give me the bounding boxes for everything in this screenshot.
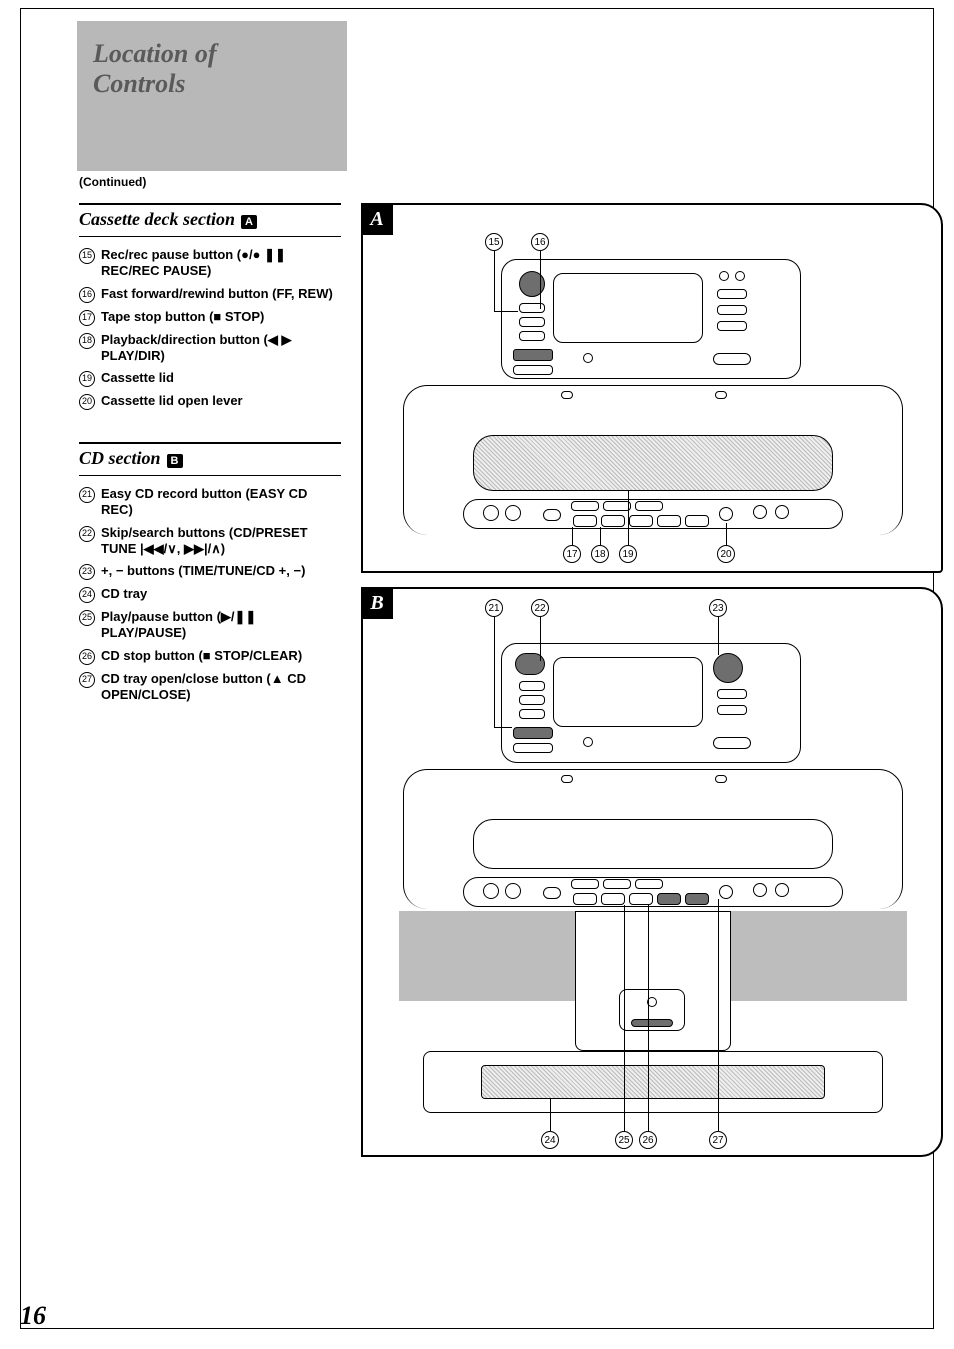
figure-a: A — [361, 203, 943, 573]
callout-num: 27 — [712, 1135, 723, 1146]
item-text: Skip/search buttons (CD/PRESET TUNE |◀◀/… — [101, 525, 341, 558]
callout-21: 21 — [485, 599, 503, 617]
list-item: 15 Rec/rec pause button (●/● ❚❚ REC/REC P… — [79, 247, 341, 280]
section-heading-cd: CD section B — [79, 442, 341, 476]
callout-25: 25 — [615, 1131, 633, 1149]
cassette-item-list: 15 Rec/rec pause button (●/● ❚❚ REC/REC P… — [79, 247, 341, 410]
item-number: 19 — [79, 371, 95, 387]
callout-27: 27 — [709, 1131, 727, 1149]
callout-16: 16 — [531, 233, 549, 251]
left-column: Cassette deck section A 15 Rec/rec pause … — [79, 203, 341, 709]
item-number: 18 — [79, 333, 95, 349]
item-text: CD stop button (■ STOP/CLEAR) — [101, 648, 341, 665]
section-badge-a: A — [241, 215, 257, 229]
item-number: 26 — [79, 649, 95, 665]
callout-20: 20 — [717, 545, 735, 563]
callout-23: 23 — [709, 599, 727, 617]
callout-15: 15 — [485, 233, 503, 251]
title-block: Location of Controls — [77, 21, 347, 171]
item-text: Fast forward/rewind button (FF, REW) — [101, 286, 341, 303]
item-number: 25 — [79, 610, 95, 626]
title-line-2: Controls — [93, 69, 331, 99]
item-text: Rec/rec pause button (●/● ❚❚ REC/REC PAU… — [101, 247, 341, 280]
callout-num: 22 — [534, 603, 545, 614]
item-number: 16 — [79, 287, 95, 303]
device-diagram-b — [363, 589, 941, 1155]
cd-item-list: 21 Easy CD record button (EASY CD REC) 22… — [79, 486, 341, 703]
list-item: 16 Fast forward/rewind button (FF, REW) — [79, 286, 341, 303]
list-item: 21 Easy CD record button (EASY CD REC) — [79, 486, 341, 519]
callout-num: 26 — [642, 1135, 653, 1146]
list-item: 25 Play/pause button (▶/❚❚ PLAY/PAUSE) — [79, 609, 341, 642]
continued-label: (Continued) — [79, 175, 146, 189]
list-item: 24 CD tray — [79, 586, 341, 603]
item-number: 15 — [79, 248, 95, 264]
callout-17: 17 — [563, 545, 581, 563]
callout-22: 22 — [531, 599, 549, 617]
callout-num: 23 — [712, 603, 723, 614]
item-number: 23 — [79, 564, 95, 580]
page-frame: Location of Controls (Continued) Cassett… — [20, 8, 934, 1329]
list-item: 17 Tape stop button (■ STOP) — [79, 309, 341, 326]
item-text: Tape stop button (■ STOP) — [101, 309, 341, 326]
item-number: 20 — [79, 394, 95, 410]
callout-26: 26 — [639, 1131, 657, 1149]
section-heading-text: CD section — [79, 448, 161, 469]
section-heading-text: Cassette deck section — [79, 209, 235, 230]
list-item: 26 CD stop button (■ STOP/CLEAR) — [79, 648, 341, 665]
callout-19: 19 — [619, 545, 637, 563]
item-number: 17 — [79, 310, 95, 326]
list-item: 20 Cassette lid open lever — [79, 393, 341, 410]
section-badge-b: B — [167, 454, 183, 468]
callout-num: 21 — [488, 603, 499, 614]
callout-num: 19 — [622, 549, 633, 560]
item-text: Playback/direction button (◀ ▶ PLAY/DIR) — [101, 332, 341, 365]
item-text: Play/pause button (▶/❚❚ PLAY/PAUSE) — [101, 609, 341, 642]
page-number: 16 — [20, 1301, 46, 1331]
item-text: +, − buttons (TIME/TUNE/CD +, −) — [101, 563, 341, 580]
callout-24: 24 — [541, 1131, 559, 1149]
device-diagram-a — [363, 205, 941, 571]
figure-b: B — [361, 587, 943, 1157]
callout-num: 25 — [618, 1135, 629, 1146]
callout-num: 17 — [566, 549, 577, 560]
item-number: 24 — [79, 587, 95, 603]
item-text: Cassette lid open lever — [101, 393, 341, 410]
callout-num: 15 — [488, 237, 499, 248]
item-number: 21 — [79, 487, 95, 503]
item-text: Easy CD record button (EASY CD REC) — [101, 486, 341, 519]
list-item: 27 CD tray open/close button (▲ CD OPEN/C… — [79, 671, 341, 704]
section-heading-cassette: Cassette deck section A — [79, 203, 341, 237]
callout-num: 20 — [720, 549, 731, 560]
item-number: 27 — [79, 672, 95, 688]
item-text: Cassette lid — [101, 370, 341, 387]
list-item: 22 Skip/search buttons (CD/PRESET TUNE |◀… — [79, 525, 341, 558]
list-item: 19 Cassette lid — [79, 370, 341, 387]
item-text: CD tray — [101, 586, 341, 603]
callout-num: 16 — [534, 237, 545, 248]
list-item: 18 Playback/direction button (◀ ▶ PLAY/DI… — [79, 332, 341, 365]
item-number: 22 — [79, 526, 95, 542]
list-item: 23 +, − buttons (TIME/TUNE/CD +, −) — [79, 563, 341, 580]
callout-num: 18 — [594, 549, 605, 560]
callout-num: 24 — [544, 1135, 555, 1146]
title-line-1: Location of — [93, 39, 331, 69]
item-text: CD tray open/close button (▲ CD OPEN/CLO… — [101, 671, 341, 704]
callout-18: 18 — [591, 545, 609, 563]
